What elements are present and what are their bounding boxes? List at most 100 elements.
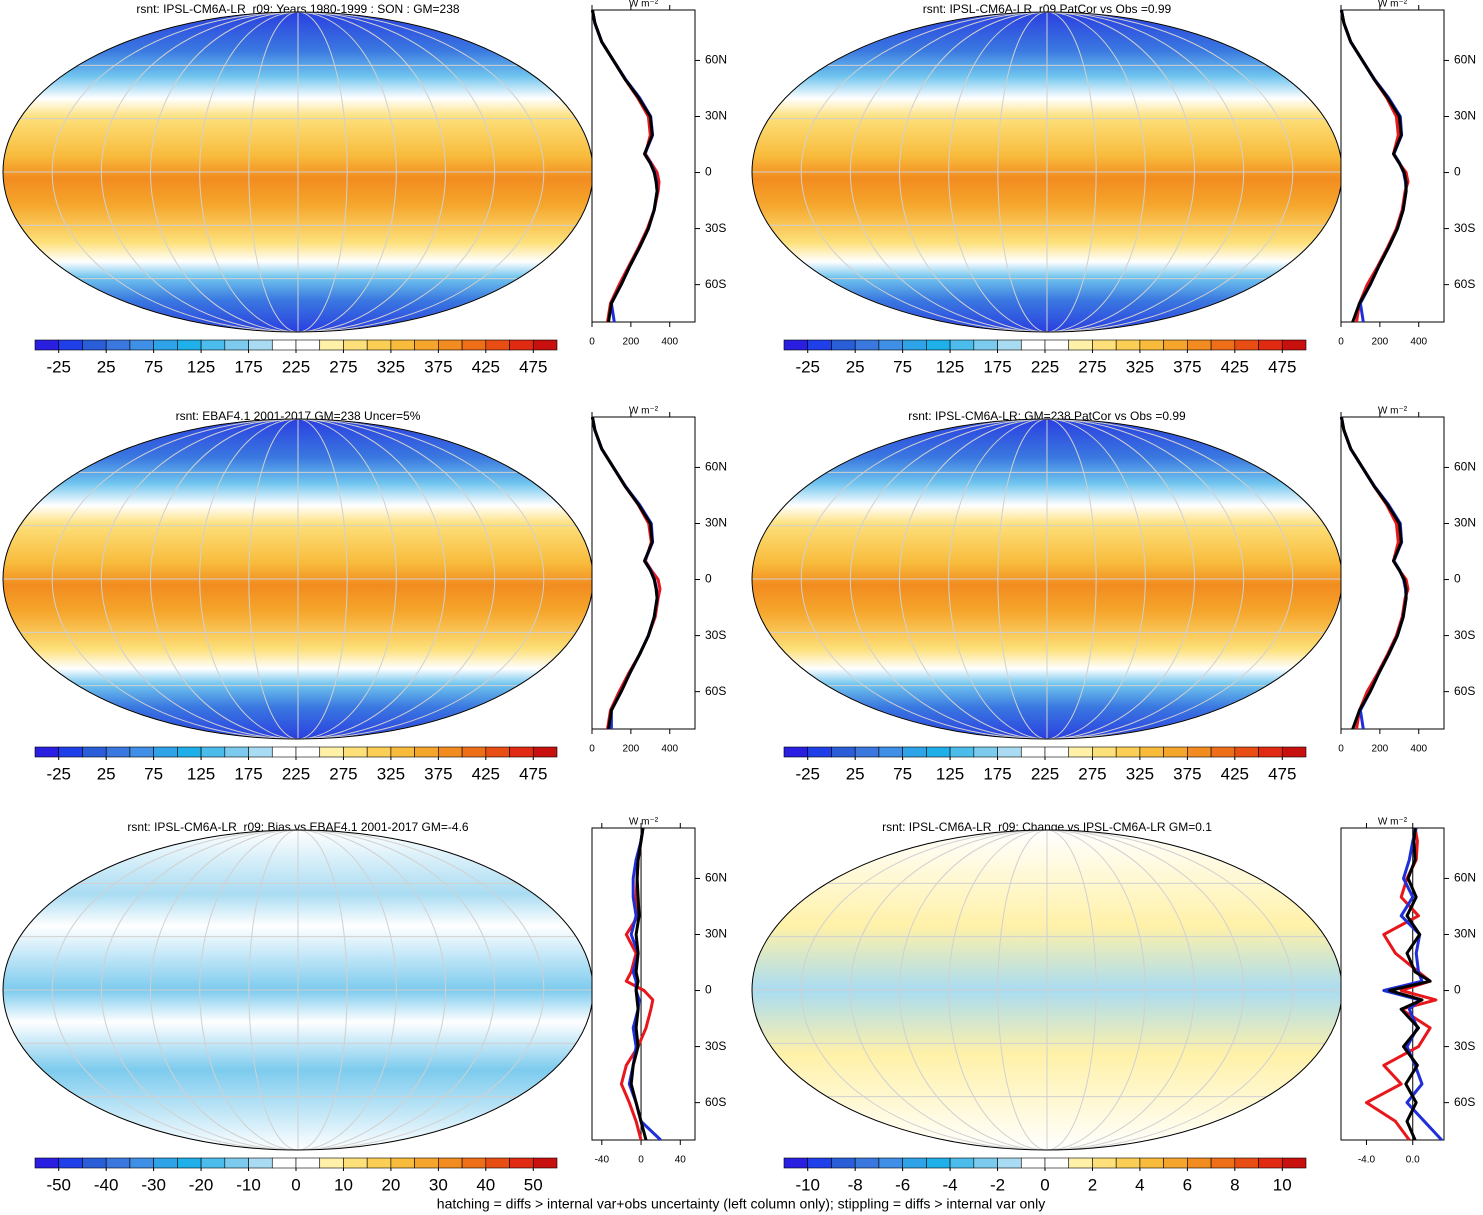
- y-tick-label: 60N: [705, 53, 727, 67]
- y-tick-label: 30N: [705, 109, 727, 123]
- colorbar-box: [1210, 339, 1236, 351]
- graticule: [752, 419, 1342, 739]
- colorbar-label: 425: [1221, 764, 1249, 783]
- colorbar-label: 325: [377, 357, 405, 376]
- colorbar-label: 8: [1230, 1175, 1239, 1194]
- colorbar-box: [1187, 339, 1212, 351]
- colorbar-box: [295, 339, 321, 351]
- x-tick-label: 400: [661, 744, 678, 755]
- colorbar-box: [461, 746, 487, 758]
- meridian: [199, 830, 397, 1150]
- y-tick-label: 60S: [705, 277, 726, 291]
- meridian: [849, 830, 1245, 1150]
- colorbar-box: [366, 339, 392, 351]
- y-tick-label: 30N: [1454, 927, 1476, 941]
- colorbar-box: [1258, 339, 1283, 351]
- colorbar-label: 175: [234, 764, 262, 783]
- colorbar-box: [200, 1157, 226, 1169]
- colorbar-box: [248, 339, 273, 351]
- y-tick-label: 60N: [1454, 53, 1476, 67]
- colorbar-label: -25: [46, 764, 71, 783]
- x-tick-label: 400: [1410, 337, 1427, 348]
- colorbar-box: [854, 1157, 880, 1169]
- graticule: [3, 12, 593, 332]
- colorbar-box: [1068, 1157, 1093, 1169]
- colorbar-label: 275: [329, 357, 357, 376]
- colorbar-label: 475: [1268, 764, 1296, 783]
- meridian: [51, 12, 545, 332]
- graticule: [752, 12, 1342, 332]
- colorbar-label: 75: [893, 764, 912, 783]
- colorbar-box: [1115, 1157, 1141, 1169]
- colorbar-label: 225: [1031, 764, 1059, 783]
- colorbar-box: [973, 1157, 998, 1169]
- colorbar-box: [926, 746, 951, 758]
- colorbar-label: 10: [1273, 1175, 1292, 1194]
- colorbar-box: [949, 1157, 975, 1169]
- colorbar-label: -25: [795, 357, 820, 376]
- colorbar-box: [532, 1157, 558, 1169]
- x-tick-label: 200: [623, 744, 640, 755]
- colorbar-box: [319, 339, 344, 351]
- colorbar-label: 275: [1078, 357, 1106, 376]
- y-tick-label: 0: [1454, 983, 1461, 997]
- colorbar-label: -25: [46, 357, 71, 376]
- profile-frame: [1340, 416, 1445, 730]
- colorbar-box: [509, 1157, 534, 1169]
- colorbar-box: [949, 746, 975, 758]
- meridian: [51, 419, 545, 739]
- colorbar-box: [58, 746, 83, 758]
- colorbar-box: [248, 746, 273, 758]
- meridian: [948, 419, 1146, 739]
- colorbar-box: [878, 1157, 903, 1169]
- meridian: [948, 12, 1146, 332]
- colorbar-label: 125: [187, 764, 215, 783]
- meridian: [997, 419, 1097, 739]
- colorbar-box: [783, 746, 809, 758]
- y-tick-label: 60S: [1454, 1095, 1475, 1109]
- meridian: [849, 12, 1245, 332]
- meridian: [100, 12, 496, 332]
- colorbar-label: 125: [187, 357, 215, 376]
- y-tick-label: 60N: [705, 460, 727, 474]
- colorbar-box: [1092, 1157, 1117, 1169]
- colorbar-label: 375: [424, 357, 452, 376]
- colorbar-box: [105, 339, 131, 351]
- colorbar-box: [1234, 339, 1259, 351]
- meridian: [899, 830, 1195, 1150]
- graticule: [3, 830, 593, 1150]
- colorbar-label: 375: [1173, 764, 1201, 783]
- colorbar-box: [831, 1157, 856, 1169]
- y-tick-label: 0: [1454, 165, 1461, 179]
- colorbar-box: [295, 746, 321, 758]
- x-tick-label: 0: [638, 1155, 644, 1166]
- y-tick-label: 30N: [705, 927, 727, 941]
- x-axis-label: W m⁻²: [629, 817, 659, 828]
- colorbar-label: 225: [1031, 357, 1059, 376]
- x-tick-label: 0: [589, 337, 595, 348]
- colorbar-label: 175: [234, 357, 262, 376]
- colorbar-label: 50: [524, 1175, 543, 1194]
- colorbar-label: 25: [97, 764, 116, 783]
- meridian: [997, 12, 1097, 332]
- colorbar-label: 475: [1268, 357, 1296, 376]
- colorbar-box: [973, 746, 998, 758]
- colorbar-box: [1092, 339, 1117, 351]
- colorbar-box: [532, 746, 558, 758]
- y-tick-label: 30S: [1454, 1039, 1475, 1053]
- colorbar-box: [1115, 339, 1141, 351]
- colorbar-box: [390, 1157, 415, 1169]
- meridian: [849, 419, 1245, 739]
- profile-frame: [591, 416, 696, 730]
- meridian: [997, 830, 1097, 1150]
- profile-frame: [1340, 827, 1445, 1141]
- colorbar-box: [878, 339, 903, 351]
- colorbar-label: -4: [943, 1175, 958, 1194]
- colorbar-label: 10: [334, 1175, 353, 1194]
- colorbar-box: [200, 339, 226, 351]
- y-tick-label: 30S: [705, 628, 726, 642]
- colorbar-box: [926, 1157, 951, 1169]
- colorbar-label: 325: [1126, 764, 1154, 783]
- colorbar-box: [366, 746, 392, 758]
- colorbar-box: [532, 339, 558, 351]
